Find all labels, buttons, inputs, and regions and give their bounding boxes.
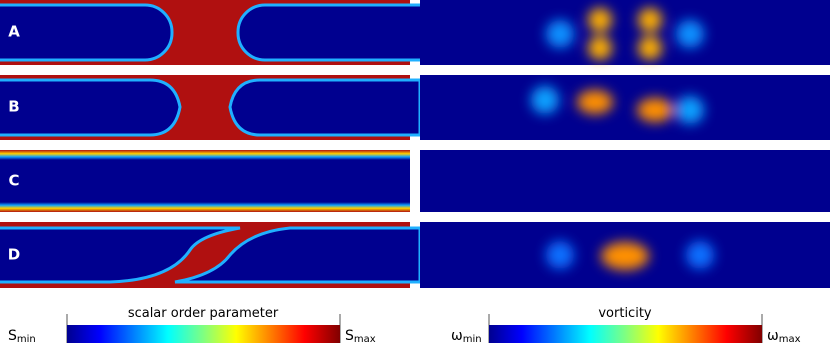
order-panels (0, 0, 452, 288)
colorbar-max: ωmax (767, 328, 801, 345)
symbol: ω (767, 328, 779, 344)
colorbar-gradient (489, 325, 762, 343)
panel-a-vorticity (420, 0, 830, 65)
colorbar-max: Smax (345, 328, 376, 345)
colorbar: vorticity ωmin ωmax (451, 306, 801, 345)
panel-label: B (8, 98, 19, 116)
colorbar: scalar order parameter Smin Smax (8, 306, 376, 345)
defect-domain (174, 226, 422, 284)
defect-domain (0, 3, 174, 62)
subscript: min (17, 334, 36, 345)
subscript: max (354, 334, 376, 345)
panel-b-vorticity (420, 75, 830, 140)
symbol: S (8, 328, 17, 344)
panel-label: D (8, 246, 20, 264)
colorbar-title: scalar order parameter (128, 306, 279, 321)
symbol: ω (451, 328, 463, 344)
colorbar-min: ωmin (451, 328, 482, 345)
vortices (531, 86, 704, 124)
panel-label: C (8, 172, 19, 190)
colorbar-title: vorticity (598, 306, 652, 321)
vorticity-panels (420, 0, 830, 288)
panel-c-field (0, 150, 410, 212)
defect-domain (0, 226, 241, 284)
vortices (546, 8, 704, 60)
vortices (546, 241, 714, 270)
defect-domain (0, 78, 182, 137)
colorbar-gradient (67, 325, 340, 343)
colorbar-min: Smin (8, 328, 36, 345)
defect-domain (228, 78, 422, 137)
subscript: max (779, 334, 801, 345)
subscript: min (463, 334, 482, 345)
symbol: S (345, 328, 354, 344)
panel-label: A (8, 23, 20, 41)
panel-c-vorticity (420, 150, 830, 212)
defect-domain (236, 3, 452, 62)
